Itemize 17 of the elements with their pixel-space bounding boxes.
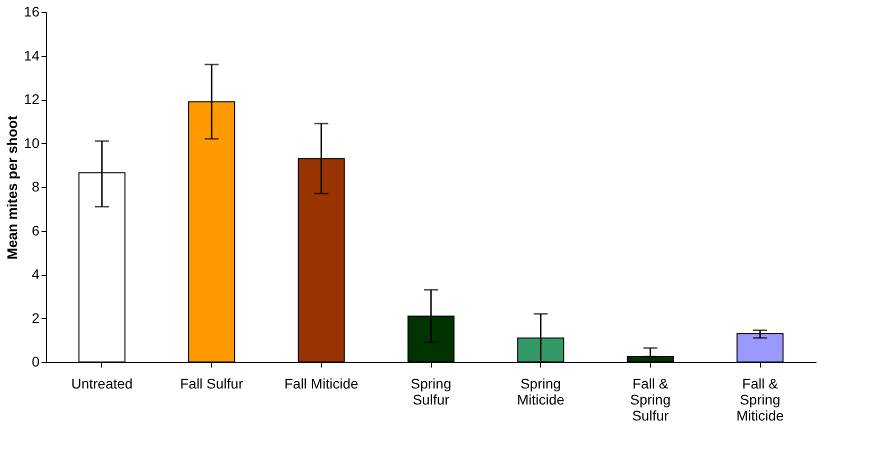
x-tick-label: Untreated bbox=[71, 376, 133, 392]
y-tick-label: 14 bbox=[24, 47, 40, 64]
x-tick-label: Fall Miticide bbox=[284, 376, 358, 392]
y-tick-label: 8 bbox=[32, 178, 40, 194]
y-tick-label: 2 bbox=[32, 310, 40, 326]
x-tick-label: Fall & Spring Sulfur bbox=[630, 376, 671, 424]
x-tick-label: Spring Sulfur bbox=[410, 376, 452, 408]
y-tick-label: 6 bbox=[32, 222, 40, 238]
x-tick-label: Fall Sulfur bbox=[180, 376, 244, 392]
y-axis-title: Mean mites per shoot bbox=[4, 115, 20, 260]
y-tick-label: 16 bbox=[24, 4, 40, 20]
y-tick-label: 0 bbox=[32, 354, 40, 370]
x-tick-label: Fall & Spring Miticide bbox=[736, 376, 784, 424]
y-tick-label: 4 bbox=[32, 266, 40, 282]
y-tick-label: 12 bbox=[24, 91, 40, 107]
y-tick-label: 10 bbox=[24, 134, 40, 151]
x-tick-label: Spring Miticide bbox=[516, 376, 565, 408]
